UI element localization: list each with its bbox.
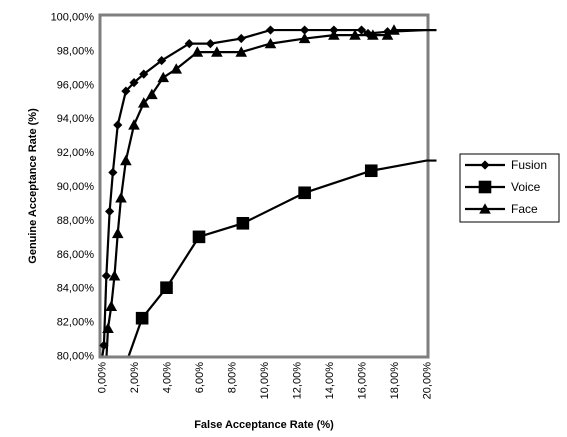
data-point (146, 88, 158, 100)
data-point (101, 271, 111, 281)
data-point (99, 340, 109, 350)
data-point (298, 186, 311, 200)
data-point (192, 230, 206, 244)
data-point (356, 25, 367, 35)
data-point (328, 29, 340, 40)
legend-item-voice: Voice (465, 180, 541, 194)
data-point (120, 154, 132, 166)
data-point (264, 37, 277, 49)
data-point (111, 227, 124, 239)
series-voice (127, 159, 437, 356)
y-tick-label: 100,00% (51, 12, 95, 24)
data-point (128, 119, 140, 130)
data-point (205, 39, 215, 49)
x-axis-title: False Acceptance Rate (%) (194, 419, 334, 431)
plot-area (98, 13, 430, 359)
data-point (105, 300, 118, 311)
x-tick-label: 0,00% (97, 362, 109, 393)
data-point (381, 29, 394, 40)
y-tick-label: 94,00% (57, 113, 95, 125)
data-point (108, 270, 121, 281)
legend-items: Fusion Voice Face (465, 158, 547, 216)
legend: Fusion Voice Face (459, 153, 560, 223)
x-tick-label: 4,00% (162, 362, 174, 393)
x-axis-ticks: 0,00% 2,00% 4,00% 6,00% 8,00% 10,00% 12,00% 14,… (97, 362, 434, 400)
y-tick-label: 96,00% (57, 79, 95, 91)
data-point (364, 164, 378, 178)
x-tick-label: 16,00% (357, 362, 369, 400)
x-tick-label: 8,00% (227, 362, 239, 393)
x-tick-label: 12,00% (292, 362, 304, 400)
y-tick-label: 84,00% (57, 283, 95, 295)
series-layer (99, 24, 437, 356)
data-point (191, 46, 204, 57)
y-tick-label: 88,00% (57, 215, 95, 227)
data-point (157, 71, 170, 83)
data-point (236, 33, 246, 44)
legend-label: Fusion (511, 158, 547, 172)
data-point (137, 97, 150, 108)
y-tick-label: 86,00% (57, 249, 95, 261)
legend-marker (480, 160, 490, 170)
x-tick-label: 2,00% (129, 362, 141, 393)
x-tick-label: 10,00% (259, 362, 271, 400)
x-tick-label: 20,00% (422, 362, 434, 400)
data-point (113, 120, 123, 130)
legend-marker (479, 203, 491, 214)
data-point (121, 86, 131, 96)
y-axis-title: Genuine Acceptance Rate (%) (27, 108, 39, 264)
data-point (139, 69, 149, 79)
data-point (236, 216, 250, 230)
data-point (211, 46, 223, 57)
y-tick-label: 80,00% (57, 351, 95, 363)
data-point (265, 25, 276, 35)
data-point (184, 39, 194, 49)
data-point (115, 192, 127, 203)
y-tick-label: 90,00% (57, 181, 95, 193)
data-point (298, 32, 311, 44)
x-tick-label: 14,00% (324, 362, 336, 400)
y-axis-ticks: 80,00% 82,00% 84,00% 86,00% 88,00% 90,00% 92,0… (51, 12, 95, 363)
data-point (102, 322, 114, 334)
legend-label: Face (511, 202, 538, 216)
data-point (235, 46, 248, 57)
legend-label: Voice (511, 180, 541, 194)
data-point (349, 29, 361, 40)
legend-item-fusion: Fusion (465, 158, 547, 172)
y-tick-label: 92,00% (57, 147, 95, 159)
series-face (102, 24, 437, 356)
data-point (108, 167, 118, 178)
data-point (135, 311, 149, 325)
data-point (170, 63, 183, 74)
data-point (388, 24, 400, 35)
data-point (160, 281, 173, 294)
data-point (157, 55, 167, 66)
data-point (129, 78, 139, 88)
x-tick-label: 6,00% (194, 362, 206, 393)
y-tick-label: 82,00% (57, 317, 95, 329)
legend-item-face: Face (465, 202, 538, 216)
data-point (300, 25, 310, 35)
legend-marker (478, 180, 492, 194)
data-point (105, 206, 115, 217)
data-point (367, 29, 379, 40)
x-tick-label: 18,00% (389, 362, 401, 400)
y-tick-label: 98,00% (57, 45, 95, 57)
